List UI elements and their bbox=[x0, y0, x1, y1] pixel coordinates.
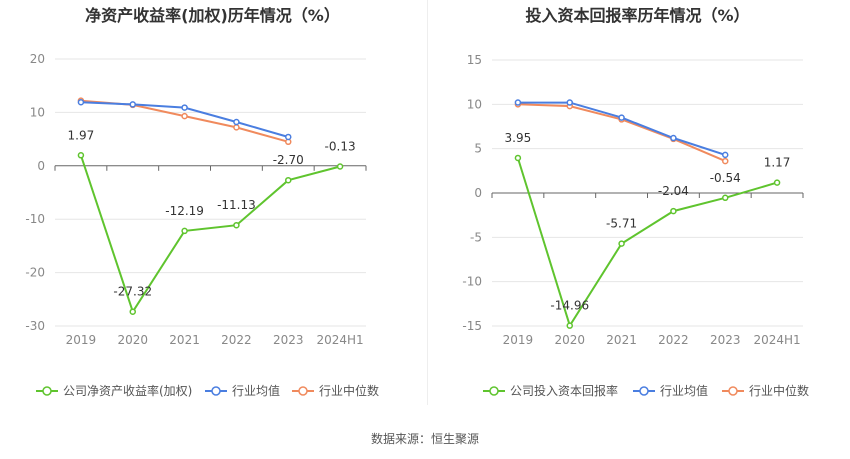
right-legend-marker bbox=[639, 386, 649, 396]
right-data-label: -0.54 bbox=[710, 171, 741, 185]
left-point-company bbox=[129, 308, 136, 315]
right-point-avg bbox=[566, 99, 573, 106]
right-point-avg bbox=[670, 134, 677, 142]
right-x-tick-label: 2023 bbox=[710, 333, 741, 347]
left-data-label: -27.32 bbox=[113, 285, 152, 299]
left-point-company bbox=[336, 163, 344, 170]
left-data-label: -12.19 bbox=[165, 204, 204, 218]
left-legend-label: 行业中位数 bbox=[319, 383, 379, 398]
right-data-label: -14.96 bbox=[550, 299, 589, 313]
left-x-tick-label: 2024H1 bbox=[316, 333, 363, 347]
left-legend-item-company: 公司净资产收益率(加权) bbox=[36, 383, 192, 398]
right-y-tick-label: 10 bbox=[467, 97, 482, 111]
right-y-tick-label: -5 bbox=[470, 230, 482, 244]
left-x-tick-label: 2019 bbox=[66, 333, 97, 347]
left-legend-item-median: 行业中位数 bbox=[292, 383, 379, 398]
right-point-company bbox=[618, 240, 625, 247]
right-point-company bbox=[670, 207, 677, 215]
left-chart: 20 10 0 -10 -20 -30 2019 2020 2021 2022 2023 2024H1… bbox=[25, 52, 379, 398]
left-point-avg bbox=[77, 99, 85, 106]
right-x-tick-label: 2024H1 bbox=[753, 333, 800, 347]
right-x-tick-label: 2021 bbox=[606, 333, 637, 347]
right-legend-label: 行业均值 bbox=[660, 383, 708, 398]
left-legend-label: 行业均值 bbox=[232, 383, 280, 398]
right-y-tick-label: 5 bbox=[474, 142, 482, 156]
left-y-tick-label: -20 bbox=[25, 266, 45, 280]
left-point-avg bbox=[129, 101, 136, 108]
right-y-tick-label: 15 bbox=[467, 53, 482, 67]
left-point-company bbox=[285, 176, 292, 184]
right-data-label: -5.71 bbox=[606, 217, 637, 231]
left-data-label: -2.70 bbox=[273, 153, 304, 167]
panel-divider bbox=[427, 0, 428, 405]
left-x-tick-label: 2022 bbox=[221, 333, 252, 347]
right-legend-marker bbox=[489, 386, 499, 396]
right-y-tick-label: -15 bbox=[462, 319, 482, 333]
left-point-avg bbox=[233, 118, 240, 126]
left-y-tick-label: -10 bbox=[25, 212, 45, 226]
left-y-tick-label: 10 bbox=[30, 105, 45, 119]
right-x-tick-label: 2019 bbox=[503, 333, 534, 347]
left-chart-title: 净资产收益率(加权)历年情况（%） bbox=[85, 6, 340, 25]
left-series-line-company bbox=[79, 154, 341, 315]
left-legend-label: 公司净资产收益率(加权) bbox=[63, 383, 192, 398]
right-legend-label: 行业中位数 bbox=[749, 383, 809, 398]
right-point-company bbox=[514, 154, 522, 162]
left-x-tick-label: 2023 bbox=[273, 333, 304, 347]
right-point-avg bbox=[618, 114, 625, 121]
right-point-company bbox=[773, 179, 781, 186]
right-legend-marker bbox=[728, 386, 738, 396]
left-y-tick-label: -30 bbox=[25, 319, 45, 333]
right-point-avg bbox=[722, 151, 729, 159]
left-point-company bbox=[181, 227, 188, 235]
left-legend-marker bbox=[42, 386, 52, 396]
right-legend-item-median: 行业中位数 bbox=[722, 383, 809, 398]
left-data-label: 1.97 bbox=[68, 128, 95, 142]
left-point-avg bbox=[181, 104, 188, 111]
left-legend-item-avg: 行业均值 bbox=[205, 383, 280, 398]
source-note: 数据来源：恒生聚源 bbox=[370, 432, 479, 446]
left-data-label: -11.13 bbox=[217, 198, 256, 212]
right-series-line-company bbox=[516, 157, 778, 328]
right-chart-title: 投入资本回报率历年情况（%） bbox=[525, 6, 750, 25]
right-legend-item-company: 公司投入资本回报率 bbox=[483, 383, 618, 398]
right-data-label: 3.95 bbox=[505, 131, 532, 145]
left-point-median bbox=[181, 112, 188, 120]
left-legend-marker bbox=[211, 386, 221, 396]
left-point-company bbox=[233, 221, 240, 229]
left-y-tick-label: 0 bbox=[37, 159, 45, 173]
right-legend-label: 公司投入资本回报率 bbox=[510, 383, 618, 398]
left-x-tick-label: 2021 bbox=[169, 333, 200, 347]
right-series-line-median bbox=[517, 103, 726, 163]
right-chart: 15 10 5 0 -5 -10 -15 2019 2020 2021 2022 2023 2024H1… bbox=[462, 53, 809, 398]
left-point-avg bbox=[285, 133, 292, 141]
right-point-median bbox=[722, 157, 729, 165]
right-x-tick-label: 2022 bbox=[658, 333, 689, 347]
left-data-label: -0.13 bbox=[325, 139, 356, 153]
right-point-company bbox=[722, 194, 729, 202]
right-data-label: -2.04 bbox=[658, 184, 689, 198]
right-data-label: 1.17 bbox=[764, 156, 791, 170]
left-point-median bbox=[233, 124, 240, 131]
right-legend-item-avg: 行业均值 bbox=[633, 383, 708, 398]
left-x-tick-label: 2020 bbox=[117, 333, 148, 347]
right-y-tick-label: -10 bbox=[462, 275, 482, 289]
right-point-avg bbox=[514, 99, 522, 106]
right-y-tick-label: 0 bbox=[474, 186, 482, 200]
left-point-company bbox=[77, 152, 85, 159]
left-legend-marker bbox=[298, 386, 308, 396]
right-x-tick-label: 2020 bbox=[554, 333, 585, 347]
right-point-company bbox=[566, 322, 573, 329]
left-y-tick-label: 20 bbox=[30, 52, 45, 66]
